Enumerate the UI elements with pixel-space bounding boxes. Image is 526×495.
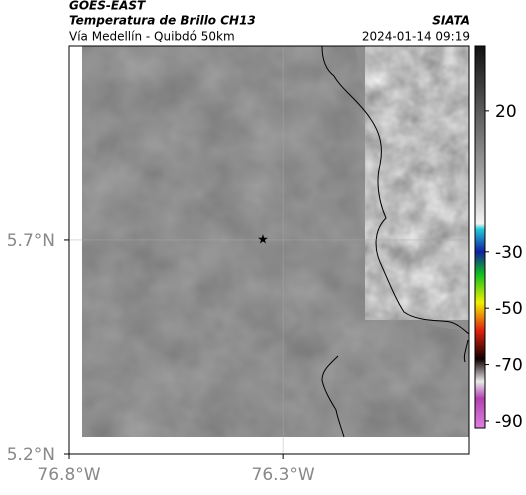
colorbar-tick-label: -50 <box>495 299 523 319</box>
map-frame <box>68 45 470 455</box>
region: Vía Medellín - Quibdó 50km <box>69 30 235 44</box>
title: GOES-EAST <box>69 0 146 13</box>
boundary-line <box>321 355 345 438</box>
colorbar <box>474 45 486 429</box>
timestamp: 2024-01-14 09:19 <box>362 30 470 44</box>
colorbar-tick-label: -90 <box>495 412 523 432</box>
subtitle: Temperatura de Brillo CH13 <box>69 14 256 28</box>
x-tick-label: 76.8°W <box>37 465 100 485</box>
satellite-image <box>82 46 469 438</box>
boundary-line <box>321 46 469 335</box>
colorbar-tick-label: -70 <box>495 356 523 376</box>
x-tick-label: 76.3°W <box>252 465 315 485</box>
boundaries <box>321 46 469 438</box>
y-tick-label: 5.2°N <box>7 445 55 465</box>
source: SIATA <box>432 14 470 28</box>
location-marker: ★ <box>257 232 269 247</box>
y-tick-label: 5.7°N <box>7 231 55 251</box>
boundary-line <box>463 339 469 363</box>
highland-texture <box>365 46 469 320</box>
colorbar-tick-label: 20 <box>495 102 517 122</box>
colorbar-tick-label: -30 <box>495 243 523 263</box>
